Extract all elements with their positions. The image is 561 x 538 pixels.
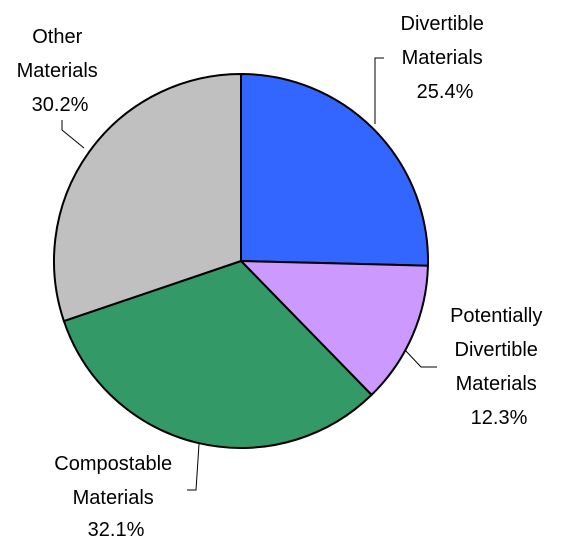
pie-slices [53,73,429,450]
pie-slice-other [53,73,242,323]
label-other-line-2: Materials [17,60,98,82]
label-divertible-line-2: Materials [402,47,483,69]
label-potentially-divertible: Potentially Divertible Materials 12.3% [450,305,548,429]
leader-line-potentially-divertible [404,349,437,368]
leader-lines [61,57,437,491]
label-divertible-percent: 25.4% [417,81,474,103]
pie-slice-compostable [62,260,373,450]
label-other: Other Materials 30.2% [17,26,104,116]
label-other-percent: 30.2% [32,94,89,116]
leader-line-other [61,120,85,149]
label-potentially-divertible-line-3: Materials [456,373,537,395]
label-potentially-divertible-line-1: Potentially [450,305,542,327]
label-compostable-line-1: Compostable [54,453,172,475]
leader-line-divertible [374,57,384,124]
label-compostable-percent: 32.1% [88,519,145,538]
pie-slice-divertible [240,73,429,267]
label-potentially-divertible-line-2: Divertible [455,339,538,361]
label-potentially-divertible-percent: 12.3% [471,407,528,429]
label-compostable: Compostable Materials 32.1% [54,453,177,538]
label-compostable-line-2: Materials [73,487,154,509]
label-divertible-line-1: Divertible [401,13,484,35]
pie-slice-potentially-divertible [240,260,429,396]
label-divertible: Divertible Materials 25.4% [401,13,490,103]
leader-line-compostable [187,443,200,491]
label-other-line-1: Other [32,26,82,48]
